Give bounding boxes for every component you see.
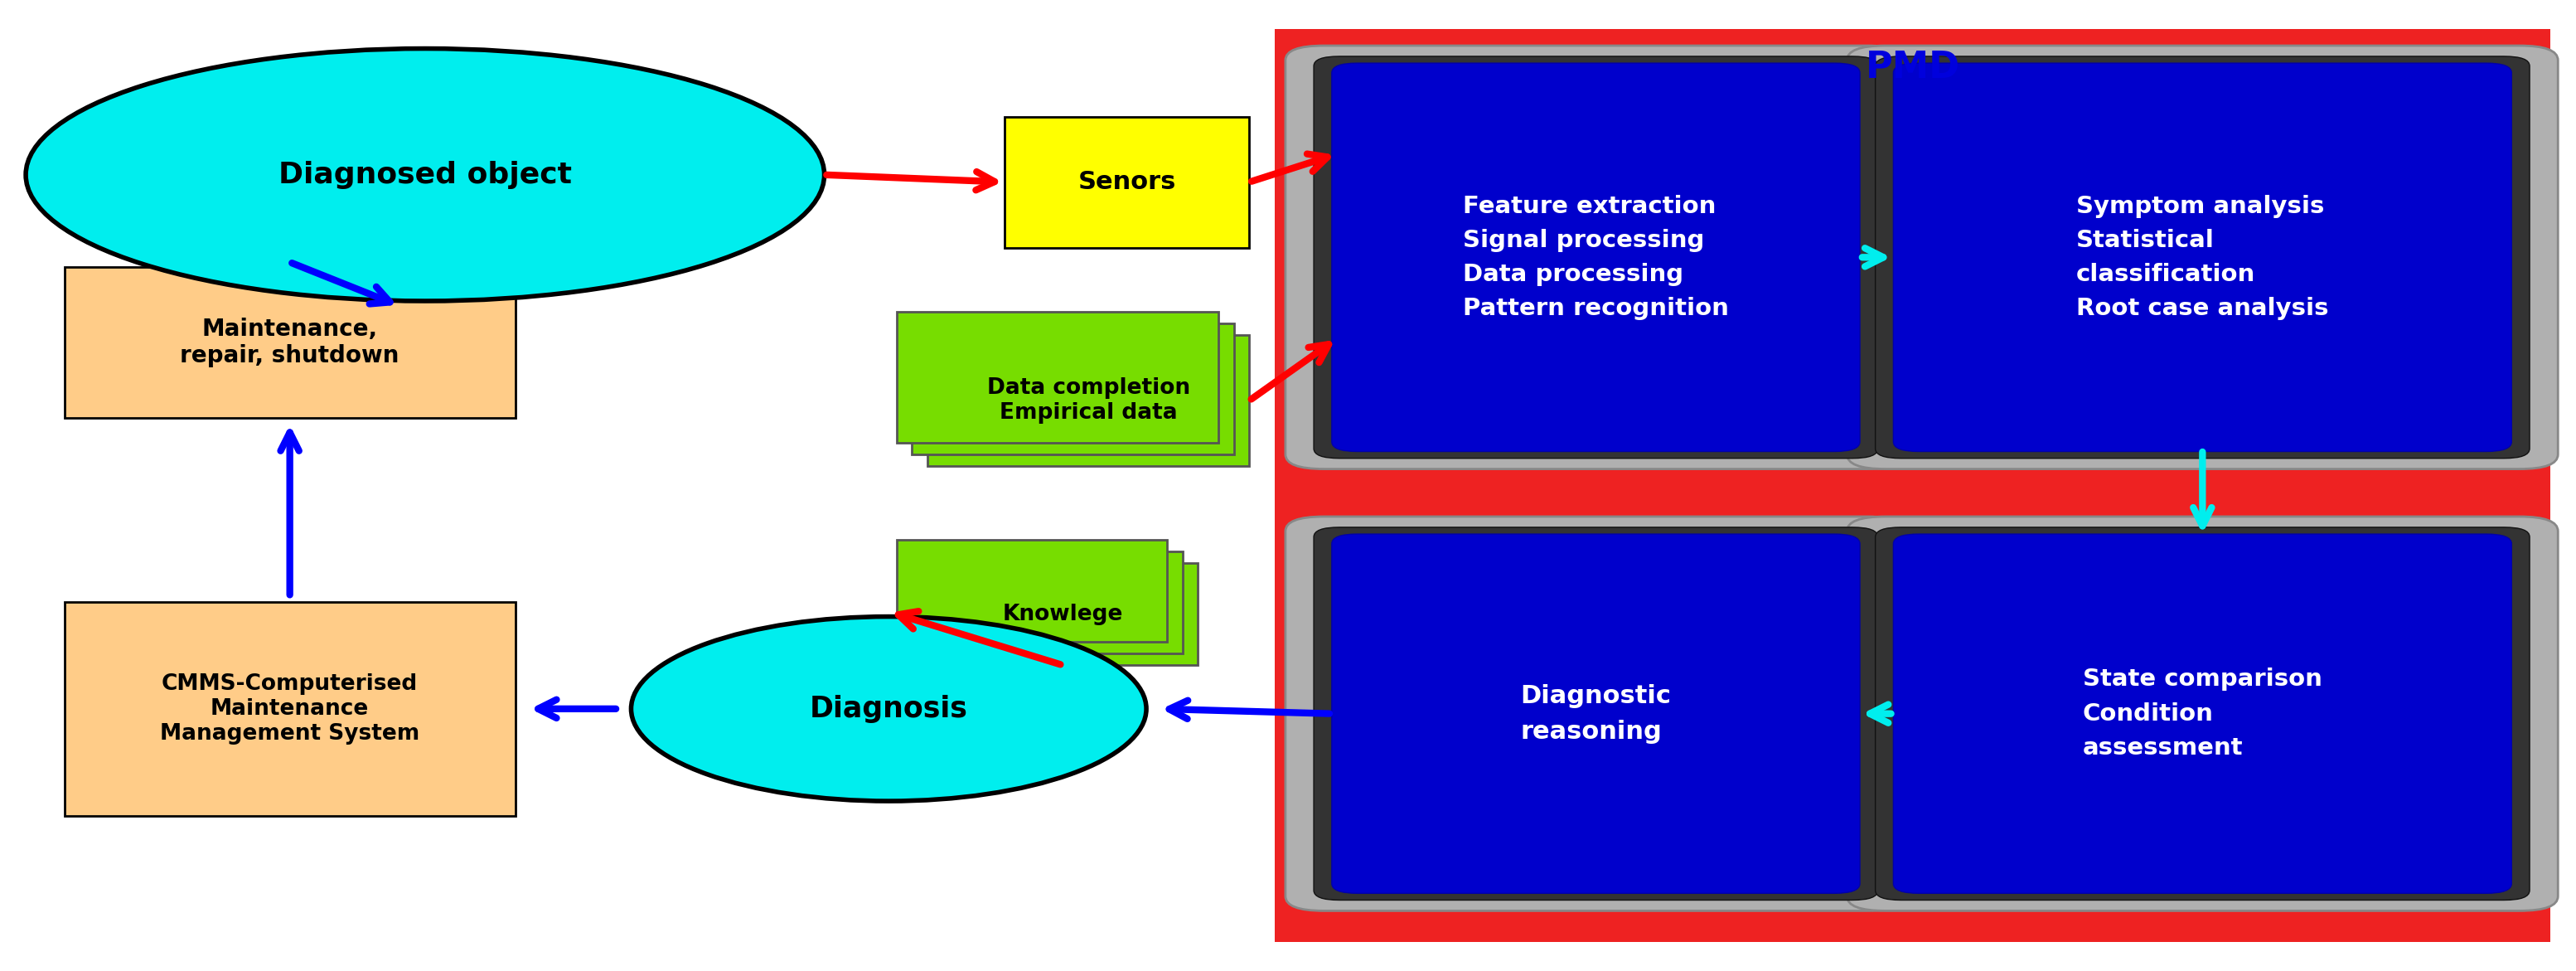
FancyBboxPatch shape [1847, 46, 2558, 469]
FancyBboxPatch shape [1285, 517, 1906, 911]
Ellipse shape [26, 49, 824, 301]
FancyBboxPatch shape [912, 552, 1182, 653]
FancyBboxPatch shape [1893, 63, 2512, 452]
FancyBboxPatch shape [1314, 56, 1878, 458]
FancyBboxPatch shape [1893, 534, 2512, 893]
Text: CMMS-Computerised
Maintenance
Management System: CMMS-Computerised Maintenance Management… [160, 673, 420, 745]
FancyBboxPatch shape [927, 335, 1249, 466]
Text: State comparison
Condition
assessment: State comparison Condition assessment [2084, 668, 2321, 759]
FancyBboxPatch shape [896, 540, 1167, 642]
FancyBboxPatch shape [1314, 527, 1878, 900]
Text: Diagnosed object: Diagnosed object [278, 160, 572, 189]
Text: Senors: Senors [1077, 170, 1177, 194]
FancyBboxPatch shape [1285, 46, 1906, 469]
Text: PMD: PMD [1865, 50, 1960, 85]
FancyBboxPatch shape [927, 563, 1198, 665]
FancyBboxPatch shape [1332, 534, 1860, 893]
FancyBboxPatch shape [1847, 517, 2558, 911]
Text: Feature extraction
Signal processing
Data processing
Pattern recognition: Feature extraction Signal processing Dat… [1463, 194, 1728, 320]
FancyBboxPatch shape [1875, 56, 2530, 458]
FancyBboxPatch shape [912, 323, 1234, 454]
FancyBboxPatch shape [1332, 63, 1860, 452]
FancyBboxPatch shape [1005, 117, 1249, 248]
Text: Knowlege: Knowlege [1002, 603, 1123, 625]
FancyBboxPatch shape [1275, 29, 2550, 942]
Text: Maintenance,
repair, shutdown: Maintenance, repair, shutdown [180, 318, 399, 367]
Text: Data completion
Empirical data: Data completion Empirical data [987, 378, 1190, 423]
Text: Diagnosis: Diagnosis [809, 694, 969, 723]
FancyBboxPatch shape [1875, 527, 2530, 900]
FancyBboxPatch shape [64, 602, 515, 816]
FancyBboxPatch shape [64, 267, 515, 418]
Ellipse shape [631, 617, 1146, 801]
FancyBboxPatch shape [896, 312, 1218, 443]
Text: Symptom analysis
Statistical
classification
Root case analysis: Symptom analysis Statistical classificat… [2076, 194, 2329, 320]
Text: Diagnostic
reasoning: Diagnostic reasoning [1520, 684, 1672, 744]
